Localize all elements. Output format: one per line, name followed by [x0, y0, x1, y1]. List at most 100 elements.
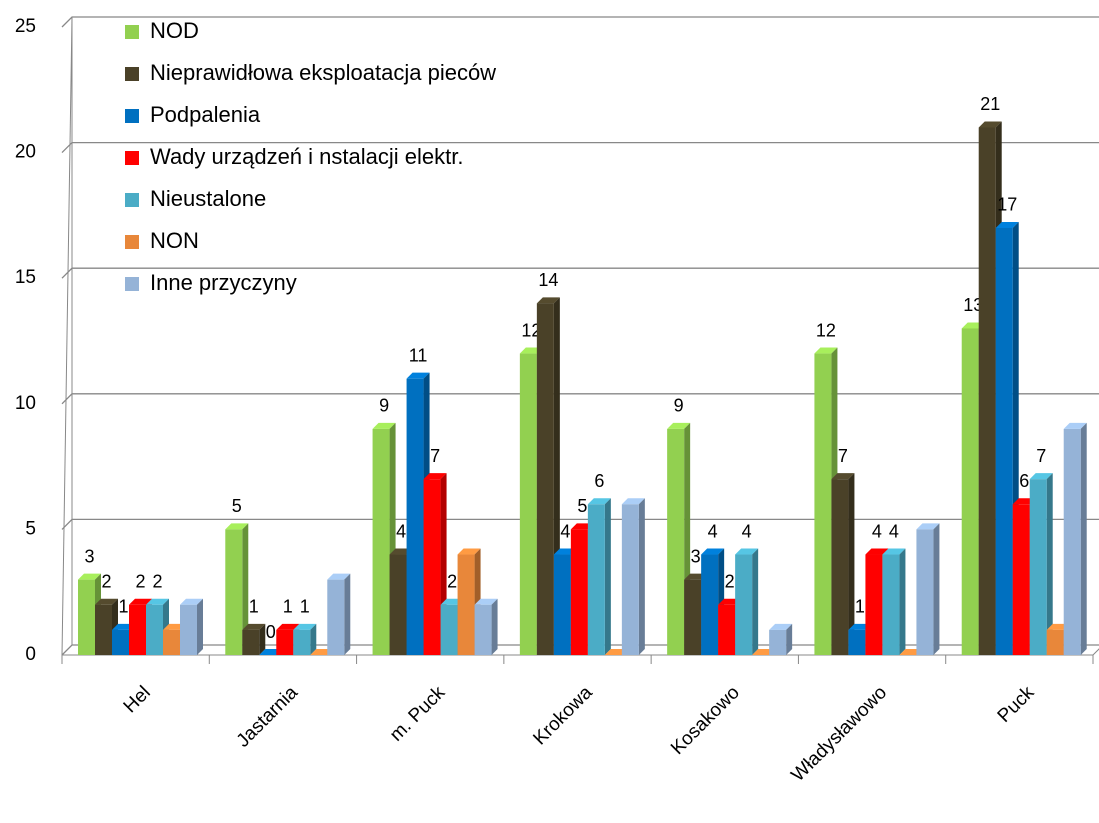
- data-label: 4: [889, 521, 899, 541]
- bar: [242, 629, 260, 655]
- grid-line: [61, 644, 1099, 656]
- legend-label: Inne przyczyny: [150, 270, 297, 295]
- data-label: 0: [266, 622, 276, 642]
- bar: [457, 554, 475, 655]
- bar-top: [882, 548, 906, 555]
- data-label: 4: [872, 521, 882, 541]
- y-tick-label: 20: [15, 142, 36, 163]
- bar-side: [604, 498, 611, 655]
- bar: [848, 629, 866, 655]
- data-label: 7: [1036, 446, 1046, 466]
- legend-label: Nieprawidłowa eksploatacja pieców: [150, 60, 496, 85]
- bar: [276, 629, 294, 655]
- bar: [995, 227, 1013, 655]
- bar: [916, 529, 934, 655]
- y-axis-wall: [61, 16, 73, 656]
- bar: [865, 554, 883, 655]
- legend-label: NOD: [150, 18, 199, 43]
- data-label: 6: [1019, 471, 1029, 491]
- bar-top: [457, 548, 481, 555]
- data-label: 6: [594, 471, 604, 491]
- bar-side: [752, 548, 759, 655]
- data-label: 4: [708, 521, 718, 541]
- bar: [961, 328, 979, 655]
- bar-top: [701, 548, 725, 555]
- bar-top: [536, 297, 560, 304]
- bar: [225, 529, 243, 655]
- bar: [423, 479, 441, 655]
- bar: [814, 353, 832, 655]
- bar-side: [1046, 473, 1053, 655]
- bar-side: [259, 623, 266, 655]
- legend-label: Wady urządzeń i nstalacji elektr.: [150, 144, 463, 169]
- legend-swatch: [125, 277, 139, 291]
- y-tick-label: 10: [15, 393, 36, 414]
- data-label: 2: [725, 572, 735, 592]
- bar-top: [667, 422, 691, 429]
- data-label: 5: [232, 496, 242, 516]
- bar: [372, 428, 390, 655]
- bar: [735, 554, 753, 655]
- data-label: 11: [409, 345, 428, 365]
- bar: [389, 554, 407, 655]
- bar-side: [786, 623, 793, 655]
- data-label: 2: [152, 572, 162, 592]
- bar: [78, 579, 95, 655]
- bar-side: [344, 573, 351, 655]
- y-tick-label: 5: [25, 518, 36, 539]
- data-label: 1: [283, 597, 293, 617]
- bar-top: [95, 598, 118, 605]
- data-label: 1: [249, 597, 259, 617]
- bar-top: [978, 121, 1002, 128]
- data-label: 13: [963, 295, 983, 315]
- bar: [1046, 629, 1064, 655]
- x-tick-label: m. Puck: [386, 682, 450, 746]
- bar-top: [423, 473, 447, 480]
- data-label: 1: [855, 597, 865, 617]
- bar: [667, 428, 685, 655]
- data-label: 12: [521, 320, 541, 340]
- bar: [621, 504, 639, 655]
- bar-top: [735, 548, 759, 555]
- grid-line: [61, 141, 1099, 154]
- x-tick-label: Jastarnia: [233, 682, 303, 752]
- bar-side: [933, 523, 940, 655]
- data-label: 2: [447, 572, 457, 592]
- grid-line: [61, 16, 1099, 28]
- y-tick-label: 25: [15, 16, 36, 37]
- bar: [978, 127, 996, 656]
- bar: [327, 579, 345, 655]
- bar: [440, 604, 458, 655]
- bar-top: [769, 623, 793, 630]
- bar: [1012, 504, 1030, 655]
- grid-line: [61, 518, 1099, 530]
- bar: [1029, 479, 1047, 655]
- bar-top: [831, 473, 855, 480]
- bar-side: [310, 623, 317, 655]
- grid-line: [61, 267, 1099, 279]
- bar: [95, 604, 112, 655]
- bar: [684, 579, 702, 655]
- grid-line: [61, 393, 1099, 405]
- data-label: 4: [742, 521, 752, 541]
- bar-side: [899, 548, 906, 655]
- legend-swatch: [125, 151, 139, 165]
- x-tick-label: Władysławowo: [787, 682, 891, 786]
- bar: [406, 378, 424, 655]
- data-label: 4: [560, 521, 570, 541]
- bar: [587, 504, 605, 655]
- bar: [146, 604, 163, 655]
- bar: [718, 604, 736, 655]
- data-label: 5: [577, 496, 587, 516]
- legend-label: NON: [150, 228, 199, 253]
- legend-label: Podpalenia: [150, 102, 261, 127]
- data-label: 4: [396, 521, 406, 541]
- bar: [163, 629, 180, 655]
- bar-top: [406, 372, 430, 379]
- bar-top: [180, 598, 203, 605]
- data-label: 7: [838, 446, 848, 466]
- data-label: 17: [997, 195, 1017, 215]
- legend-swatch: [125, 235, 139, 249]
- bar-top: [814, 347, 838, 354]
- bar-top: [327, 573, 351, 580]
